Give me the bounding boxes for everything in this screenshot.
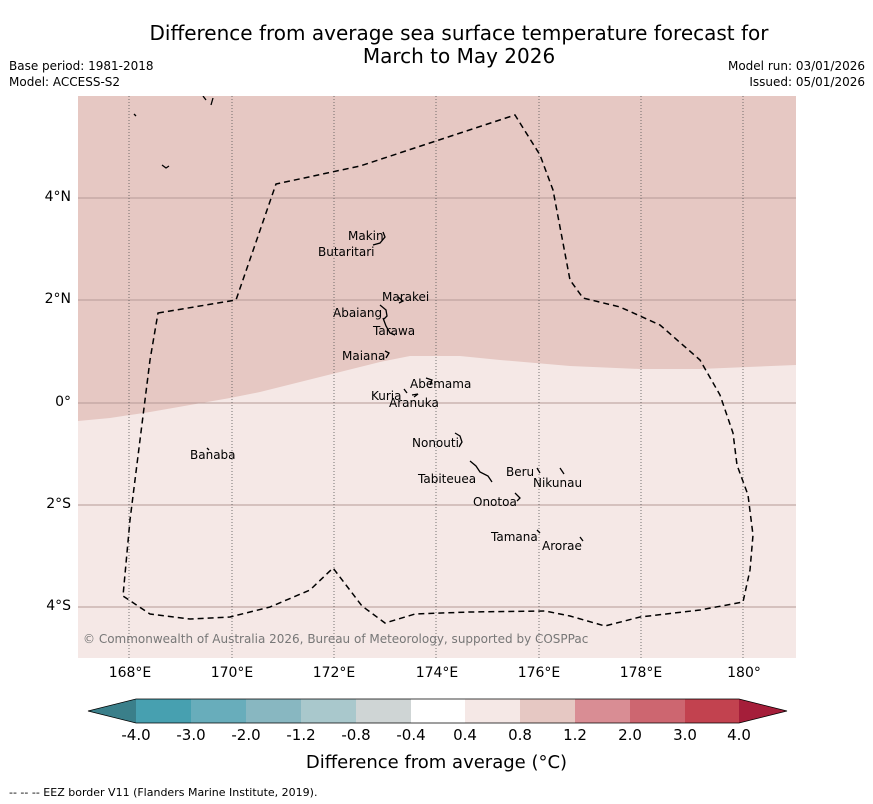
cb-tick-7: 0.8 [508, 726, 532, 744]
chart-title: Difference from average sea surface temp… [0, 22, 873, 68]
coast-nonouti [454, 432, 463, 448]
cb-tick-8: 1.2 [563, 726, 587, 744]
lon-label-178: 178°E [619, 665, 663, 681]
coast-beru [536, 467, 541, 474]
coast-nw-2 [210, 97, 214, 106]
colorbar-cell-6 [411, 699, 465, 723]
lat-label-4s: 4°S [46, 598, 71, 614]
cb-tick-11: 4.0 [727, 726, 751, 744]
coast-nw-1 [202, 96, 207, 101]
label-beru: Beru [506, 465, 535, 479]
title-line-1: Difference from average sea surface temp… [149, 21, 769, 45]
eez-footnote: -- -- -- EEZ border V11 (Flanders Marine… [9, 786, 318, 799]
colorbar-cell-7 [465, 699, 520, 723]
coast-nw-4 [161, 164, 170, 169]
model-name: Model: ACCESS-S2 [9, 75, 121, 89]
coast-abaiang [379, 304, 388, 320]
colorbar-left-extend [88, 699, 136, 723]
label-onotoa: Onotoa [473, 495, 517, 509]
label-abaiang: Abaiang [333, 306, 383, 320]
coast-tamana [536, 529, 541, 534]
label-banaba: Banaba [190, 448, 236, 462]
label-aranuka: Aranuka [389, 396, 439, 410]
north-region [78, 96, 796, 421]
meta-left: Base period: 1981-2018 Model: ACCESS-S2 [9, 58, 154, 90]
coast-arorae [579, 536, 584, 542]
label-nonouti: Nonouti [412, 436, 459, 450]
lon-label-180: 180° [727, 665, 761, 681]
cb-tick-0: -4.0 [121, 726, 151, 744]
colorbar-cell-1 [136, 699, 191, 723]
island-outlines [133, 96, 584, 542]
cb-tick-10: 3.0 [673, 726, 697, 744]
meta-right: Model run: 03/01/2026 Issued: 05/01/2026 [728, 58, 865, 90]
coast-kuria [403, 388, 408, 394]
label-marakei: Marakei [382, 290, 430, 304]
map-grid [78, 96, 796, 658]
label-abemama: Abemama [410, 377, 472, 391]
coast-makin [372, 231, 386, 246]
label-makin: Makin [348, 229, 384, 243]
colorbar-right-extend [739, 699, 787, 723]
coast-onotoa [514, 492, 521, 502]
colorbar-cell-4 [301, 699, 356, 723]
colorbar-outline [87, 698, 788, 724]
lon-label-168: 168°E [108, 665, 152, 681]
colorbar-title: Difference from average (°C) [305, 752, 568, 773]
lon-label-170: 170°E [210, 665, 254, 681]
lon-label-174: 174°E [415, 665, 459, 681]
colorbar-cell-9 [575, 699, 630, 723]
coast-maiana [384, 350, 390, 359]
coast-abemama [425, 377, 433, 386]
label-nikunau: Nikunau [533, 476, 583, 490]
coast-tarawa [382, 317, 396, 336]
label-tabiteuea: Tabiteuea [418, 472, 477, 486]
lat-label-4n: 4°N [44, 189, 71, 205]
cb-tick-1: -3.0 [176, 726, 206, 744]
coast-marakei [397, 296, 405, 304]
label-butaritari: Butaritari [318, 245, 375, 259]
coast-aranuka [411, 393, 419, 398]
lon-label-172: 172°E [312, 665, 356, 681]
lat-label-0: 0° [55, 394, 71, 410]
coast-nw-3 [133, 113, 137, 117]
coast-banaba [206, 447, 210, 451]
label-arorae: Arorae [542, 539, 582, 553]
copyright-text: © Commonwealth of Australia 2026, Bureau… [83, 632, 589, 646]
coast-nikunau [559, 467, 565, 475]
base-period: Base period: 1981-2018 [9, 59, 154, 73]
lat-label-2n: 2°N [44, 291, 71, 307]
label-maiana: Maiana [342, 349, 386, 363]
title-line-2: March to May 2026 [362, 44, 556, 68]
issued-date: Issued: 05/01/2026 [749, 75, 865, 89]
label-tarawa: Tarawa [373, 324, 416, 338]
colorbar-cell-3 [246, 699, 301, 723]
label-kuria: Kuria [371, 389, 402, 403]
model-run: Model run: 03/01/2026 [727, 59, 865, 73]
cb-tick-5: -0.4 [396, 726, 426, 744]
cb-tick-6: 0.4 [453, 726, 477, 744]
eez-border [122, 114, 754, 627]
cb-tick-3: -1.2 [286, 726, 316, 744]
cb-tick-2: -2.0 [231, 726, 261, 744]
label-tamana: Tamana [491, 530, 538, 544]
lat-label-2s: 2°S [46, 496, 71, 512]
cb-tick-9: 2.0 [618, 726, 642, 744]
lon-label-176: 176°E [517, 665, 561, 681]
cb-tick-4: -0.8 [341, 726, 371, 744]
colorbar-cell-8 [520, 699, 575, 723]
colorbar-cell-5 [356, 699, 411, 723]
colorbar-cell-11 [685, 699, 739, 723]
coast-tabiteuea [469, 460, 493, 483]
colorbar-cell-2 [191, 699, 246, 723]
colorbar-cell-10 [630, 699, 685, 723]
